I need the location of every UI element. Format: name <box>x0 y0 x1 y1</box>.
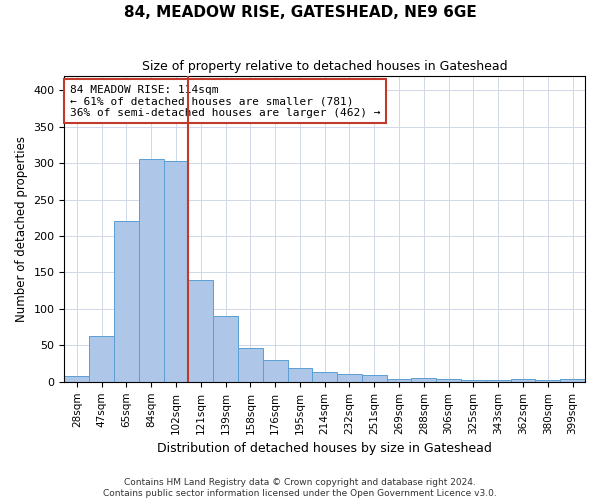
X-axis label: Distribution of detached houses by size in Gateshead: Distribution of detached houses by size … <box>157 442 492 455</box>
Bar <box>362 374 386 382</box>
Bar <box>313 372 337 382</box>
Text: 84, MEADOW RISE, GATESHEAD, NE9 6GE: 84, MEADOW RISE, GATESHEAD, NE9 6GE <box>124 5 476 20</box>
Bar <box>386 379 412 382</box>
Bar <box>64 376 89 382</box>
Bar <box>263 360 287 382</box>
Bar <box>560 379 585 382</box>
Bar <box>535 380 560 382</box>
Bar <box>188 280 213 382</box>
Text: Contains HM Land Registry data © Crown copyright and database right 2024.
Contai: Contains HM Land Registry data © Crown c… <box>103 478 497 498</box>
Bar <box>511 379 535 382</box>
Y-axis label: Number of detached properties: Number of detached properties <box>15 136 28 322</box>
Title: Size of property relative to detached houses in Gateshead: Size of property relative to detached ho… <box>142 60 508 73</box>
Bar <box>287 368 313 382</box>
Bar <box>139 160 164 382</box>
Bar <box>337 374 362 382</box>
Bar <box>412 378 436 382</box>
Bar <box>436 379 461 382</box>
Bar <box>114 220 139 382</box>
Bar <box>213 316 238 382</box>
Bar <box>164 161 188 382</box>
Text: 84 MEADOW RISE: 114sqm
← 61% of detached houses are smaller (781)
36% of semi-de: 84 MEADOW RISE: 114sqm ← 61% of detached… <box>70 84 380 118</box>
Bar <box>238 348 263 382</box>
Bar <box>461 380 486 382</box>
Bar <box>89 336 114 382</box>
Bar <box>486 380 511 382</box>
